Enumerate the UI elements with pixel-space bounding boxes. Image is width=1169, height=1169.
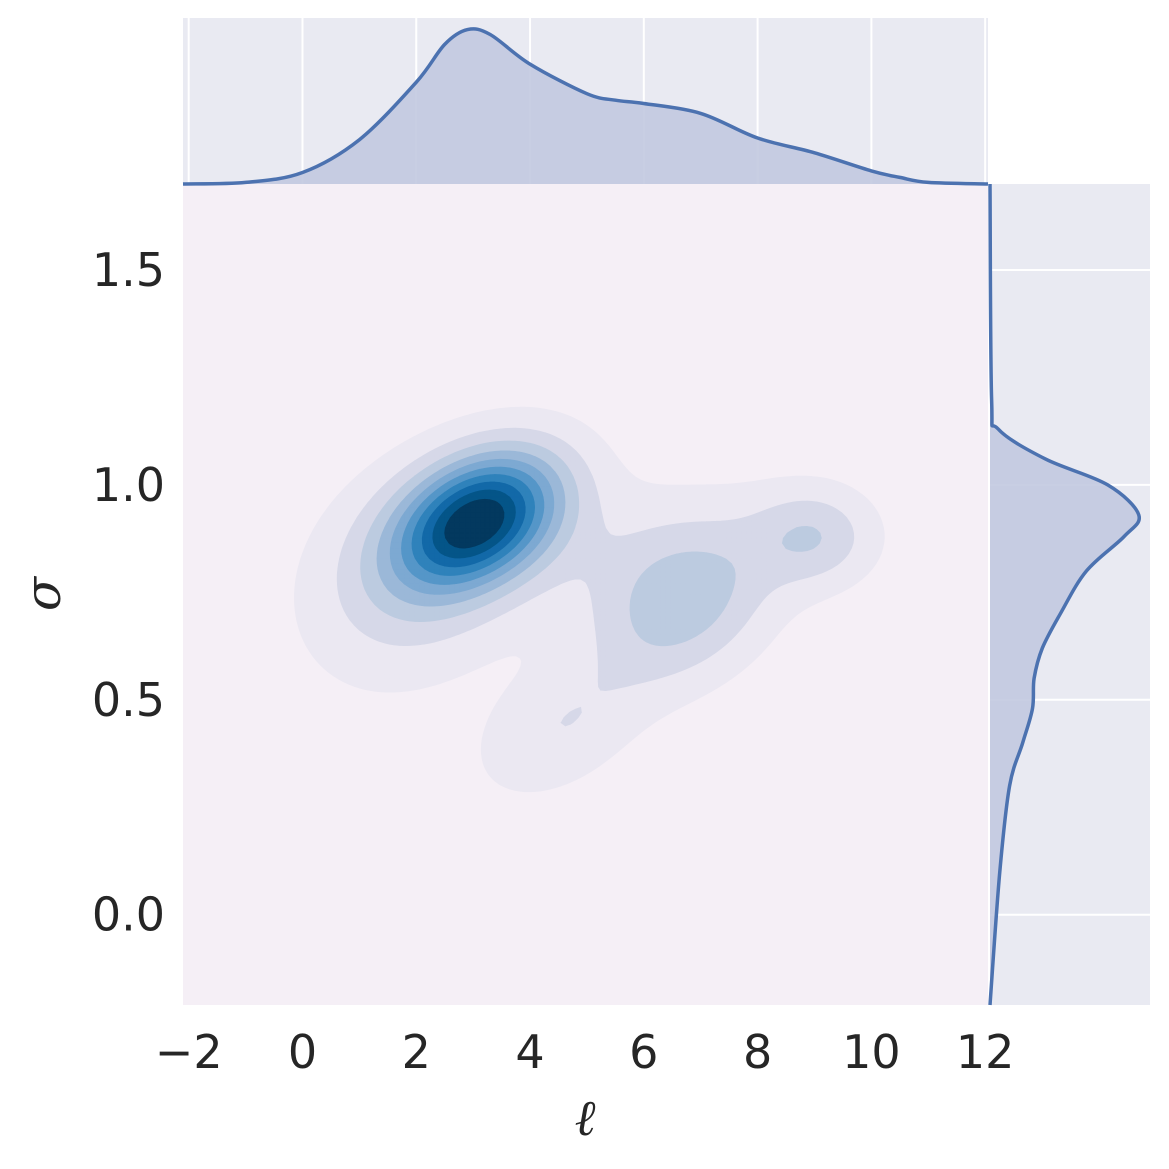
x-tick-label: 2 — [402, 1025, 431, 1079]
joint-density-panel — [183, 184, 988, 1005]
x-tick-label: 12 — [956, 1025, 1015, 1079]
y-marginal-line — [988, 183, 1142, 1006]
y-tick-labels: 0.0 0.5 1.0 1.5 — [92, 243, 165, 942]
x-marginal-line — [182, 27, 989, 186]
y-marginal-panel — [988, 183, 1150, 1006]
x-tick-label: 10 — [842, 1025, 901, 1079]
x-tick-label: 4 — [515, 1025, 544, 1079]
y-tick-label: 1.5 — [92, 243, 165, 297]
x-marginal-area — [183, 28, 988, 184]
x-tick-label: 0 — [288, 1025, 317, 1079]
x-tick-label: 8 — [743, 1025, 772, 1079]
y-tick-label: 0.0 — [92, 888, 165, 942]
x-marginal-panel — [182, 18, 989, 186]
x-tick-label: −2 — [155, 1025, 223, 1079]
y-axis-label: σ — [14, 575, 72, 611]
x-axis-label: ℓ — [575, 1089, 596, 1147]
x-tick-label: 6 — [629, 1025, 658, 1079]
y-tick-label: 0.5 — [92, 673, 165, 727]
y-marginal-area — [990, 184, 1140, 1005]
x-tick-labels: −2 0 2 4 6 8 10 12 — [155, 1025, 1015, 1079]
y-tick-label: 1.0 — [92, 458, 165, 512]
density-contour-level-10 — [444, 498, 505, 549]
